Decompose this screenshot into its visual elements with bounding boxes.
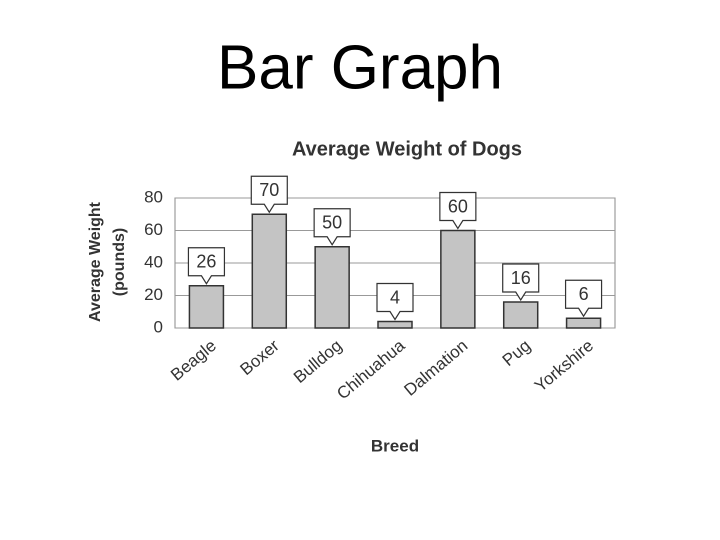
data-label: 16 [511,268,531,288]
bar [502,301,539,329]
callout-box [313,208,351,246]
y-axis-label: (pounds) [111,228,128,296]
data-label: 50 [322,213,342,233]
x-tick-label: Dalmation [400,336,471,400]
x-tick-label: Beagle [167,336,220,385]
chart-title: Average Weight of Dogs [292,138,522,160]
slide-title: Bar Graph [217,33,503,102]
x-tick-label: Yorkshire [531,336,597,396]
y-tick-label: 20 [144,285,163,304]
data-label: 6 [579,284,589,304]
y-tick-label: 80 [144,187,163,206]
data-label: 26 [196,252,216,272]
y-axis-label: Average Weight [87,201,104,322]
x-axis-label: Breed [371,436,419,455]
x-tick-label: Pug [499,336,534,370]
x-tick-label: Boxer [236,336,282,379]
data-label: 70 [259,180,279,200]
callout-box [187,247,226,285]
data-label: 4 [390,287,400,307]
bar [188,285,225,329]
bar [314,246,350,329]
y-tick-label: 0 [154,317,163,336]
y-tick-label: 60 [144,220,163,239]
bar [565,317,602,329]
callout-box [564,279,603,318]
y-tick-label: 40 [144,252,163,271]
callout-box [376,282,414,321]
callout-box [250,175,288,214]
bar [440,229,476,329]
bar [377,320,413,329]
data-label: 60 [448,196,468,216]
callout-box [502,263,540,302]
bar [251,213,288,329]
x-tick-label: Bulldog [290,336,346,387]
callout-box [439,191,477,230]
x-tick-label: Chihuahua [333,336,409,404]
